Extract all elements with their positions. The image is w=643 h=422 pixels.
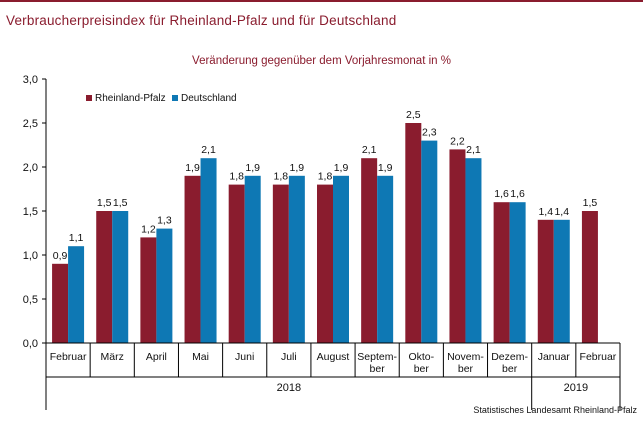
y-tick-label: 1,0 <box>23 250 38 262</box>
data-label: 2,1 <box>201 144 216 156</box>
data-label: 1,4 <box>554 206 569 218</box>
category-label: Septem- <box>357 351 397 363</box>
category-label: ber <box>414 363 430 375</box>
data-label: 2,1 <box>362 144 377 156</box>
bar-rheinland-pfalz <box>317 184 333 343</box>
bar-deutschland <box>333 175 349 343</box>
category-label: März <box>101 351 124 363</box>
bar-deutschland <box>421 140 438 343</box>
y-tick-label: 0,5 <box>23 294 38 306</box>
category-label: Novem- <box>447 351 484 363</box>
bar-rheinland-pfalz <box>537 219 554 343</box>
y-tick-label: 0,0 <box>23 338 38 350</box>
bar-deutschland <box>288 175 305 343</box>
bar-deutschland <box>244 175 261 343</box>
category-label: Okto- <box>408 351 434 363</box>
data-label: 1,9 <box>185 162 200 174</box>
year-label: 2019 <box>564 382 588 394</box>
data-label: 2,2 <box>450 135 465 147</box>
legend-label-rheinland-pfalz: Rheinland-Pfalz <box>95 93 166 104</box>
bar-deutschland <box>112 211 129 343</box>
category-label: Februar <box>580 351 617 363</box>
source-note: Statistisches Landesamt Rheinland-Pfalz <box>473 405 637 415</box>
data-label: 0,9 <box>53 250 68 262</box>
bar-rheinland-pfalz <box>449 149 466 343</box>
bar-deutschland <box>509 202 526 343</box>
data-label: 1,9 <box>334 162 349 174</box>
category-label: ber <box>502 363 518 375</box>
bar-rheinland-pfalz <box>581 211 598 343</box>
category-label: ber <box>458 363 474 375</box>
y-tick-label: 1,5 <box>23 206 38 218</box>
chart-subtitle: Veränderung gegenüber dem Vorjahresmonat… <box>192 55 451 67</box>
bar-deutschland <box>200 158 217 343</box>
category-label: ber <box>370 363 386 375</box>
top-border <box>0 0 643 2</box>
bar-rheinland-pfalz <box>228 184 245 343</box>
y-tick-label: 2,0 <box>23 162 38 174</box>
legend-swatch-rheinland-pfalz <box>86 95 92 101</box>
data-label: 1,8 <box>318 171 333 183</box>
category-label: Februar <box>50 351 87 363</box>
bar-deutschland <box>553 219 570 343</box>
year-label: 2018 <box>277 382 301 394</box>
data-label: 1,8 <box>274 171 289 183</box>
data-label: 1,1 <box>69 232 84 244</box>
data-label: 1,6 <box>510 188 525 200</box>
bar-rheinland-pfalz <box>140 237 157 343</box>
data-label: 1,8 <box>229 171 244 183</box>
y-tick-label: 3,0 <box>23 74 38 86</box>
category-label: Mai <box>192 351 209 363</box>
bar-rheinland-pfalz <box>96 211 113 343</box>
bar-rheinland-pfalz <box>52 263 69 343</box>
category-label: August <box>317 351 350 363</box>
chart-title: Verbraucherpreisindex für Rheinland-Pfal… <box>6 13 397 28</box>
data-label: 1,5 <box>97 197 112 209</box>
y-tick-label: 2,5 <box>23 118 38 130</box>
data-label: 2,3 <box>422 127 437 139</box>
bar-deutschland <box>465 158 482 343</box>
category-label: Juli <box>281 351 297 363</box>
data-label: 1,5 <box>583 197 598 209</box>
category-label: Januar <box>538 351 571 363</box>
data-label: 1,5 <box>113 197 128 209</box>
bar-deutschland <box>68 246 85 343</box>
legend-swatch-deutschland <box>172 95 178 101</box>
category-label: Dezem- <box>491 351 528 363</box>
data-label: 1,3 <box>157 215 172 227</box>
bar-rheinland-pfalz <box>184 175 201 343</box>
bar-rheinland-pfalz <box>272 184 289 343</box>
bar-deutschland <box>156 228 173 343</box>
category-label: Juni <box>235 351 254 363</box>
category-label: April <box>146 351 167 363</box>
legend-label-deutschland: Deutschland <box>181 93 237 104</box>
data-label: 2,5 <box>406 109 421 121</box>
bar-rheinland-pfalz <box>361 158 378 343</box>
bar-deutschland <box>377 175 394 343</box>
data-label: 1,9 <box>245 162 260 174</box>
data-label: 1,6 <box>494 188 509 200</box>
data-label: 1,4 <box>538 206 553 218</box>
data-label: 1,2 <box>141 223 156 235</box>
bar-rheinland-pfalz <box>493 202 510 343</box>
data-label: 1,9 <box>378 162 393 174</box>
data-label: 2,1 <box>466 144 481 156</box>
data-label: 1,9 <box>290 162 305 174</box>
bar-rheinland-pfalz <box>405 123 422 343</box>
